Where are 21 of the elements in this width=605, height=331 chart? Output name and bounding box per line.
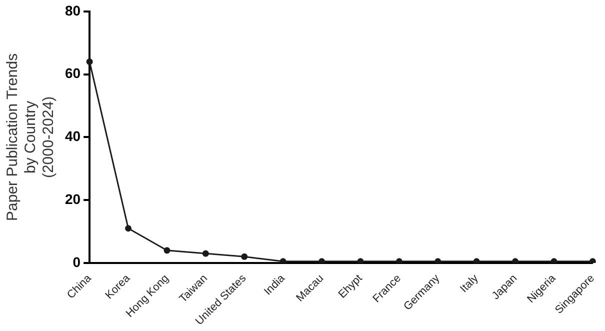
point	[241, 253, 248, 260]
y-tick-label: 20	[64, 190, 81, 207]
point	[202, 250, 209, 257]
point	[86, 58, 93, 65]
point	[318, 258, 326, 263]
point	[550, 258, 558, 263]
point	[473, 258, 480, 263]
y-axis-title: Paper Publication Trends by Country (2000-2024)	[4, 53, 58, 221]
y-tick-label: 60	[64, 65, 81, 82]
point	[396, 258, 402, 263]
point	[164, 247, 170, 254]
point	[434, 258, 442, 263]
point	[280, 258, 286, 263]
point	[125, 225, 132, 232]
y-tick-label: 0	[72, 254, 81, 270]
y-tick-label: 80	[64, 2, 81, 18]
point	[512, 258, 519, 263]
point	[589, 258, 596, 263]
x-tick-label: Italy	[458, 272, 482, 296]
y-tick-label: 40	[64, 128, 81, 144]
point	[357, 258, 364, 263]
